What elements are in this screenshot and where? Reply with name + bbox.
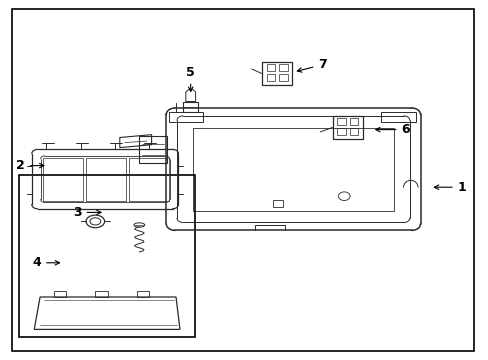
Text: 6: 6 bbox=[375, 123, 409, 136]
Text: 1: 1 bbox=[433, 181, 466, 194]
Bar bbox=[272, 200, 282, 207]
Bar bbox=[278, 64, 287, 71]
Bar bbox=[128, 158, 169, 201]
Bar bbox=[266, 64, 275, 71]
Bar bbox=[42, 158, 83, 201]
Bar bbox=[137, 291, 149, 297]
Bar bbox=[349, 118, 358, 125]
Text: 5: 5 bbox=[186, 66, 195, 91]
Text: 2: 2 bbox=[16, 159, 44, 172]
Text: 4: 4 bbox=[32, 256, 60, 269]
Bar bbox=[349, 128, 358, 135]
Bar bbox=[261, 62, 291, 85]
Bar bbox=[266, 74, 275, 81]
Bar bbox=[85, 158, 126, 201]
Bar bbox=[337, 128, 346, 135]
Text: 3: 3 bbox=[73, 206, 101, 219]
Bar bbox=[193, 128, 393, 211]
Bar bbox=[337, 118, 346, 125]
Text: 7: 7 bbox=[297, 58, 326, 72]
Bar bbox=[54, 291, 66, 297]
Bar bbox=[19, 175, 194, 337]
Bar bbox=[332, 116, 362, 139]
Bar bbox=[183, 102, 198, 112]
Bar bbox=[278, 74, 287, 81]
Bar bbox=[95, 291, 107, 297]
